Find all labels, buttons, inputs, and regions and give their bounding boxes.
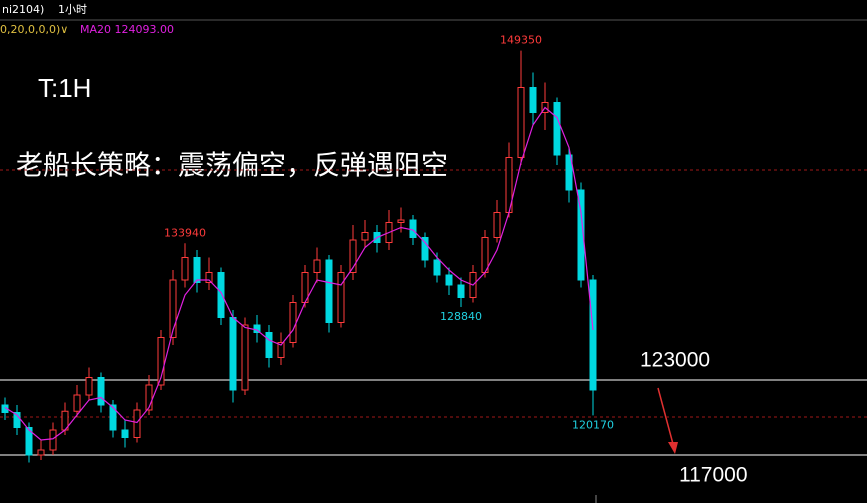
candle-body: [349, 239, 357, 273]
candle-body: [421, 237, 429, 261]
candle-body: [145, 384, 153, 411]
candle-body: [13, 412, 21, 428]
candle-body: [85, 377, 93, 396]
candle-body: [517, 87, 525, 158]
ma-params: 0,20,0,0,0)∨: [0, 23, 68, 36]
timeframe-title: T:1H: [38, 73, 91, 103]
candle-body: [229, 317, 237, 391]
level-label: 117000: [679, 464, 748, 487]
symbol: ni2104): [2, 3, 44, 16]
candle-body: [289, 302, 297, 343]
candle-body: [433, 259, 441, 276]
candle-body: [265, 332, 273, 358]
candle-body: [277, 342, 285, 358]
candle-body: [589, 279, 597, 391]
candle-body: [493, 212, 501, 238]
extreme-label: 120170: [572, 418, 614, 431]
arrow-shaft: [657, 387, 674, 445]
candle-body: [253, 324, 261, 333]
candle-body: [49, 429, 57, 451]
candle-body: [313, 259, 321, 273]
candle-body: [565, 154, 573, 191]
strategy-text: 老船长策略：震荡偏空，反弹遇阻空: [16, 151, 448, 182]
candle-body: [109, 404, 117, 431]
ma-line: [4, 106, 594, 441]
candle-body: [457, 284, 465, 298]
candle-body: [25, 427, 33, 456]
candle-body: [97, 377, 105, 406]
ma-legend: MA20 124093.00: [80, 23, 174, 36]
candle-body: [325, 259, 333, 323]
arrow-head: [668, 442, 678, 454]
candle-body: [337, 272, 345, 323]
candle-body: [73, 394, 81, 412]
candle-body: [193, 257, 201, 283]
candle-body: [121, 429, 129, 438]
candle-body: [37, 449, 45, 456]
candle-body: [577, 189, 585, 281]
extreme-label: 128840: [440, 310, 482, 323]
candle-body: [181, 257, 189, 281]
candle-body: [397, 219, 405, 223]
candle-body: [217, 272, 225, 318]
candle-body: [529, 87, 537, 113]
period: 1小时: [58, 3, 87, 16]
candle-body: [553, 102, 561, 156]
candle-body: [205, 272, 213, 283]
candle-body: [169, 279, 177, 338]
candle-body: [481, 237, 489, 273]
candle-body: [133, 409, 141, 438]
candle-body: [361, 232, 369, 241]
candle-body: [157, 337, 165, 386]
candle-body: [445, 274, 453, 286]
candle-body: [409, 219, 417, 238]
extreme-label: 133940: [164, 226, 206, 239]
extreme-label: 149350: [500, 34, 542, 47]
candle-body: [241, 324, 249, 391]
level-label: 123000: [640, 349, 710, 372]
